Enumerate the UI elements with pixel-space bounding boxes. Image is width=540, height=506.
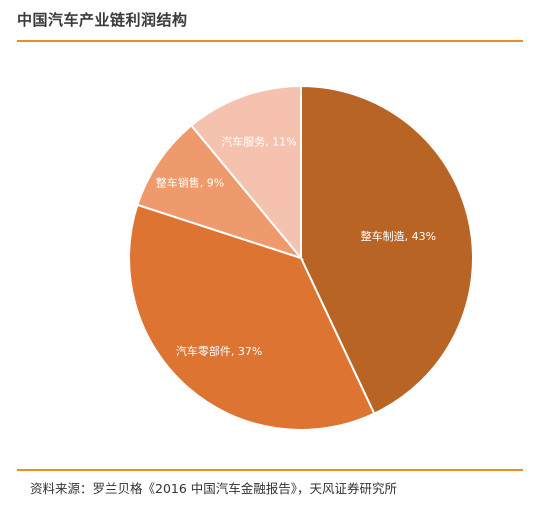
slice-label-2: 汽车零部件, 37%	[176, 344, 262, 358]
title-divider	[17, 40, 523, 42]
pie-slice-3	[136, 124, 304, 261]
pie-slice-2	[128, 203, 376, 431]
source-note: 资料来源：罗兰贝格《2016 中国汽车金融报告》，天风证券研究所	[30, 481, 398, 496]
slice-label-1: 整车制造, 43%	[361, 229, 436, 243]
slice-label-4: 汽车服务, 11%	[221, 134, 296, 148]
source-divider	[17, 469, 523, 471]
slice-label-3: 整车销售, 9%	[156, 176, 224, 190]
pie-slice-4	[189, 84, 302, 261]
pie-slice-1	[300, 84, 474, 415]
chart-title: 中国汽车产业链利润结构	[17, 11, 188, 29]
